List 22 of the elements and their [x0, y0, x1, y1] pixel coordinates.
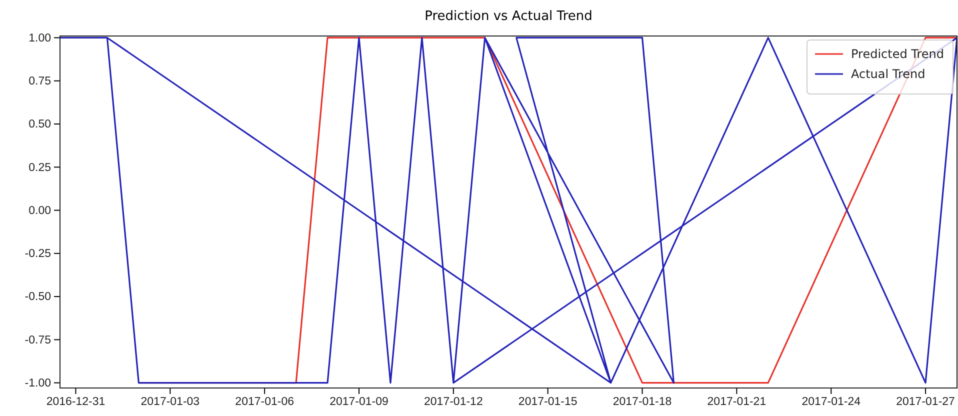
y-tick-label: 0.75: [28, 76, 51, 88]
y-tick-label: -0.75: [24, 334, 51, 346]
chart-title: Prediction vs Actual Trend: [424, 9, 592, 24]
x-tick-label: 2017-01-27: [896, 396, 955, 408]
y-tick-label: 0.25: [28, 162, 51, 174]
x-tick-label: 2017-01-12: [424, 396, 483, 408]
y-tick-label: 0.00: [28, 204, 51, 217]
x-tick-label: 2017-01-15: [518, 396, 578, 408]
legend-label: Predicted Trend: [851, 47, 944, 61]
y-tick-label: 0.50: [28, 118, 51, 131]
x-tick-label: 2017-01-06: [235, 396, 294, 408]
y-tick-label: 1.00: [28, 32, 51, 44]
x-tick-label: 2017-01-09: [330, 396, 388, 408]
y-tick-label: -0.50: [24, 291, 51, 304]
x-tick-label: 2017-01-03: [140, 396, 200, 408]
y-tick-label: -1.00: [24, 378, 51, 390]
legend-label: Actual Trend: [851, 67, 926, 81]
x-tick-label: 2017-01-24: [802, 396, 862, 408]
x-tick-label: 2017-01-18: [612, 396, 672, 408]
x-tick-label: 2016-12-31: [46, 396, 106, 408]
y-tick-label: -0.25: [24, 248, 51, 260]
x-tick-label: 2017-01-21: [707, 396, 766, 408]
